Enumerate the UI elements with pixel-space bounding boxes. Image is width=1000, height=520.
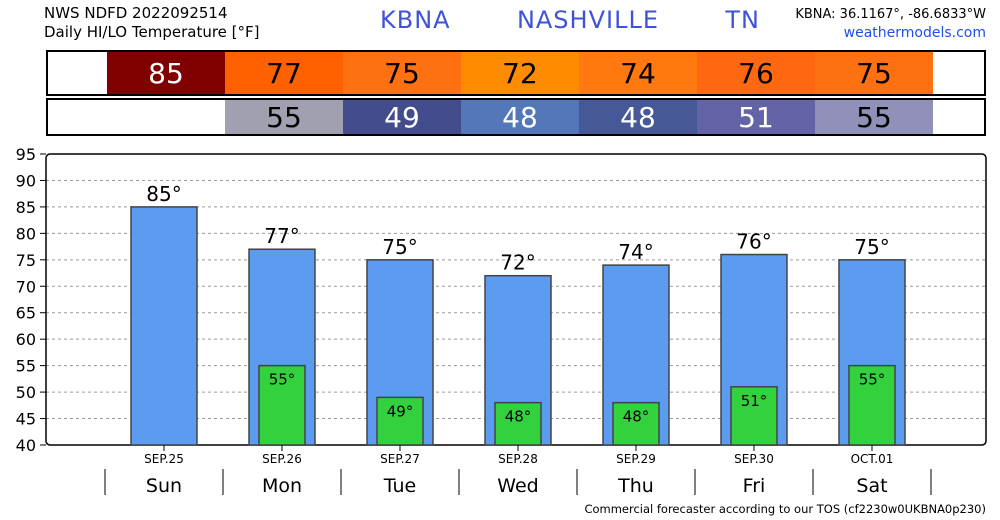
x-date-label: SEP.28 <box>498 452 538 466</box>
x-date-label: SEP.29 <box>616 452 656 466</box>
station-state: TN <box>725 6 760 34</box>
station-id: KBNA <box>380 6 451 34</box>
low-temp-cell: 49 <box>343 100 461 134</box>
low-temp-cell: 51 <box>697 100 815 134</box>
low-temp-label: 55° <box>859 371 886 389</box>
low-temp-cell: 48 <box>461 100 579 134</box>
low-temp-cell <box>48 100 107 134</box>
high-temp-label: 76° <box>736 230 771 254</box>
y-tick-label: 40 <box>16 436 36 455</box>
high-temp-cell: 75 <box>343 52 461 94</box>
low-temp-cell <box>107 100 225 134</box>
x-date-label: OCT.01 <box>851 452 894 466</box>
x-date-label: SEP.27 <box>380 452 420 466</box>
low-temp-cell <box>933 100 984 134</box>
y-tick-label: 50 <box>16 383 36 402</box>
x-day-label: Thu <box>617 475 654 497</box>
y-tick-label: 65 <box>16 304 36 323</box>
low-temp-cell: 48 <box>579 100 697 134</box>
x-day-label: Tue <box>383 475 416 497</box>
y-tick-label: 80 <box>16 224 36 243</box>
low-temp-label: 48° <box>505 408 532 426</box>
y-tick-label: 45 <box>16 410 36 429</box>
site-link[interactable]: weathermodels.com <box>843 25 986 41</box>
high-temperature-strip: 85 77 75 72 74 76 75 <box>46 50 986 96</box>
y-tick-label: 75 <box>16 251 36 270</box>
footer-note: Commercial forecaster according to our T… <box>584 502 986 516</box>
x-day-label: Mon <box>262 475 302 497</box>
x-date-label: SEP.30 <box>734 452 774 466</box>
low-temp-bar <box>376 396 424 446</box>
low-temp-label: 51° <box>741 392 768 410</box>
high-temp-cell: 85 <box>107 52 225 94</box>
low-temp-bar <box>848 364 896 446</box>
high-temp-cell: 76 <box>697 52 815 94</box>
low-temp-cell: 55 <box>225 100 343 134</box>
station-city: NASHVILLE <box>516 6 659 34</box>
high-temp-cell <box>48 52 107 94</box>
station-coordinates: KBNA: 36.1167°, -86.6833°W <box>795 7 986 22</box>
x-day-label: Sun <box>146 475 182 497</box>
low-temp-bar <box>730 386 778 446</box>
high-temp-cell: 77 <box>225 52 343 94</box>
x-date-label: SEP.26 <box>262 452 302 466</box>
high-temp-label: 75° <box>382 235 417 259</box>
high-temp-cell <box>933 52 984 94</box>
product-label: Daily HI/LO Temperature [°F] <box>44 23 260 41</box>
y-tick-label: 85 <box>16 198 36 217</box>
high-temp-cell: 75 <box>815 52 933 94</box>
low-temperature-strip: 55 49 48 48 51 55 <box>46 98 986 136</box>
chart-header-right: KBNA: 36.1167°, -86.6833°W weathermodels… <box>795 5 986 43</box>
low-temp-label: 49° <box>387 402 414 420</box>
chart-header-left: NWS NDFD 2022092514 Daily HI/LO Temperat… <box>44 4 260 42</box>
high-temp-label: 72° <box>500 251 535 275</box>
high-temp-label: 75° <box>854 235 889 259</box>
low-temp-label: 55° <box>269 371 296 389</box>
station-title: KBNA NASHVILLE TN <box>380 6 760 34</box>
high-temp-label: 74° <box>618 240 653 264</box>
x-date-label: SEP.25 <box>144 452 184 466</box>
model-run-label: NWS NDFD 2022092514 <box>44 4 228 22</box>
high-temp-label: 85° <box>146 182 181 206</box>
x-day-label: Fri <box>743 475 766 497</box>
y-tick-label: 60 <box>16 330 36 349</box>
low-temp-cell: 55 <box>815 100 933 134</box>
y-tick-label: 90 <box>16 171 36 190</box>
x-day-label: Wed <box>497 475 538 497</box>
x-day-label: Sat <box>856 475 887 497</box>
low-temp-label: 48° <box>623 408 650 426</box>
low-temp-bar <box>494 401 542 446</box>
high-temp-bar <box>130 206 198 446</box>
y-tick-label: 95 <box>16 145 36 164</box>
y-tick-label: 70 <box>16 277 36 296</box>
y-tick-label: 55 <box>16 357 36 376</box>
high-temp-cell: 72 <box>461 52 579 94</box>
high-temp-cell: 74 <box>579 52 697 94</box>
high-temp-label: 77° <box>264 224 299 248</box>
low-temp-bar <box>612 401 660 446</box>
